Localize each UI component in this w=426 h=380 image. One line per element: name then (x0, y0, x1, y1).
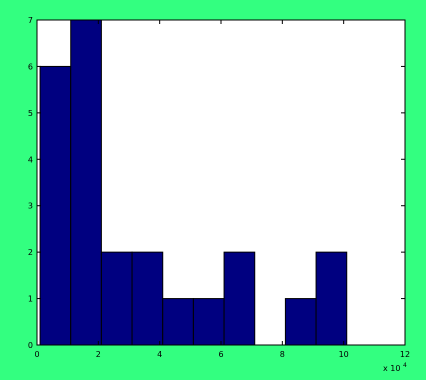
y-tick-label-6: 6 (28, 62, 33, 71)
y-tick-label-1: 1 (28, 295, 33, 304)
histogram-bar-5 (192, 298, 225, 346)
x-tick-label-3: 6 (218, 350, 223, 359)
y-tick-label-5: 5 (28, 109, 33, 118)
x-tick-label-1: 2 (96, 350, 101, 359)
y-tick-label-3: 3 (28, 202, 33, 211)
histogram-bar-8 (284, 298, 317, 346)
x-exponent-base: x 10 (383, 364, 400, 373)
x-exponent-power: 4 (403, 362, 407, 369)
histogram-bar-9 (315, 251, 348, 346)
x-exponent-label: x 10 4 (383, 362, 407, 373)
x-tick-label-4: 8 (280, 350, 285, 359)
y-tick-label-7: 7 (28, 16, 33, 25)
x-tick-label-2: 4 (157, 350, 162, 359)
histogram-bar-0 (39, 65, 72, 346)
histogram-bar-3 (131, 251, 164, 346)
x-tick-label-5: 10 (339, 350, 349, 359)
y-tick-label-0: 0 (28, 341, 33, 350)
histogram-bar-1 (70, 19, 102, 346)
y-tick-label-2: 2 (28, 248, 33, 257)
histogram-bar-2 (100, 251, 133, 346)
x-tick-label-6: 12 (400, 350, 410, 359)
y-tick-label-4: 4 (28, 155, 33, 164)
bars-group (39, 19, 348, 346)
x-tick-label-0: 0 (34, 350, 39, 359)
histogram-bar-6 (223, 251, 256, 346)
histogram-bar-4 (162, 298, 194, 346)
